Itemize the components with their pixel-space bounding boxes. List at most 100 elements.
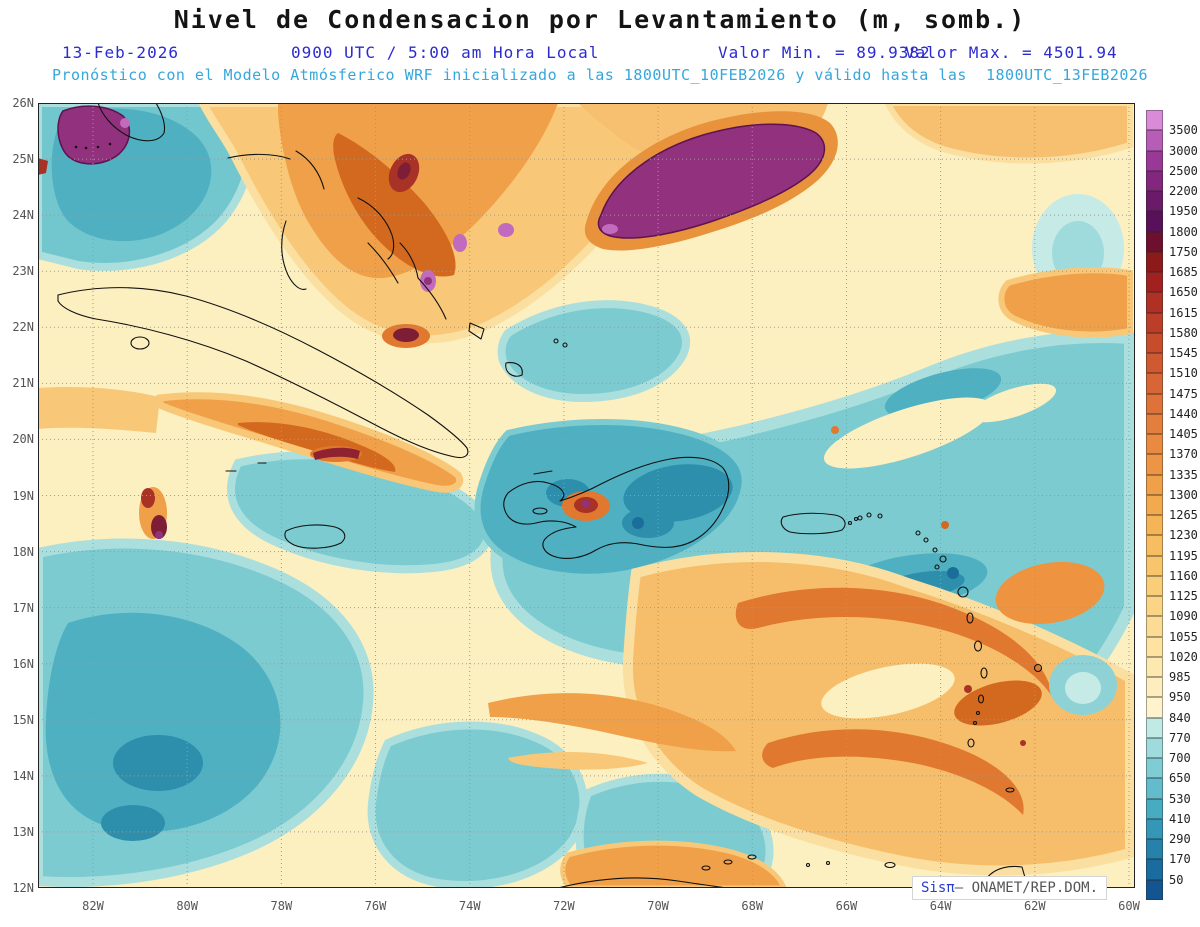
map-canvas [38,103,1135,888]
watermark-brand: Sisπ [921,880,955,896]
colorbar-cell [1146,737,1163,758]
lat-tick-label: 26N [12,96,34,110]
purple-max-regions [38,105,838,292]
colorbar-cell [1146,596,1163,617]
colorbar-tick-label: 1685 [1169,265,1198,280]
lat-tick-label: 22N [12,320,34,335]
lon-tick-label: 62W [1023,899,1046,913]
colorbar-tick-label: 1160 [1169,568,1198,583]
colorbar-tick-label: 1370 [1169,447,1198,462]
lat-tick-label: 24N [12,208,34,223]
colorbar-cell [1146,879,1163,900]
coast-puerto-rico [780,512,846,535]
colorbar-tick-label: 1510 [1169,366,1198,381]
lat-axis: 26N 25N 24N 23N 22N 21N 20N 19N 18N 17N 16N 15N 14N 1… [0,96,34,895]
coast-tortue [533,470,553,475]
lon-tick-label: 74W [458,899,481,913]
colorbar-cell [1146,515,1163,536]
coast-crooked [468,322,485,340]
coast-grenada [967,738,975,748]
colorbar-tick-label: 2500 [1169,163,1198,178]
watermark-text: – ONAMET/REP.DOM. [954,880,1099,896]
colorbar-tick-label: 50 [1169,872,1184,887]
colorbar-cell [1146,474,1163,495]
colorbar-tick-label: 840 [1169,710,1191,725]
lon-tick-label: 80W [176,899,199,913]
colorbar-tick-label: 1090 [1169,609,1198,624]
lat-tick-label: 21N [12,376,34,391]
colorbar-cell [1146,778,1163,799]
coast-dominica [966,612,974,624]
colorbar-tick-label: 770 [1169,730,1191,745]
lon-tick-label: 66W [835,899,858,913]
colorbar-cell [1146,312,1163,333]
value-max-label: Valor Max. = 4501.94 [905,43,1118,62]
colorbar-tick-label: 170 [1169,852,1191,867]
colorbar-cell [1146,717,1163,738]
lon-tick-label: 64W [929,899,952,913]
colorbar-cell [1146,251,1163,272]
lat-tick-label: 16N [12,656,34,671]
coast-isla-juventud [130,336,150,350]
lat-tick-label: 13N [12,824,34,839]
colorbar-tick-label: 985 [1169,670,1191,685]
coast-abaco [295,150,325,190]
coast-florida [97,103,166,142]
lat-tick-label: 18N [12,544,34,559]
colorbar-cell [1146,818,1163,839]
coast-inagua [505,362,523,377]
colorbar-tick-label: 950 [1169,690,1191,705]
lon-tick-label: 78W [270,899,293,913]
lon-tick-label: 82W [82,899,104,913]
colorbar-tick-label: 530 [1169,791,1191,806]
colorbar-cell [1146,211,1163,232]
header-info-line: 13-Feb-2026 0900 UTC / 5:00 am Hora Loca… [0,43,1200,63]
lat-tick-label: 23N [12,264,34,279]
colorbar-cell [1146,413,1163,434]
colorbar-tick-label: 1650 [1169,285,1198,300]
watermark: Sisπ – ONAMET/REP.DOM. [912,876,1108,900]
value-min-label: Valor Min. = 89.9382 [718,43,931,62]
coast-jamaica [284,524,346,549]
colorbar-cell [1146,494,1163,515]
colorbar-cell [1146,231,1163,252]
coast-venezuela [557,877,729,888]
coast-long-island [417,277,447,320]
colorbar-cell [1146,535,1163,556]
coast-eleuthera [357,197,395,260]
lon-tick-label: 70W [647,899,669,913]
colorbar-cell [1146,859,1163,880]
colorbar-cell [1146,272,1163,293]
coast-tobago [1005,787,1015,793]
colorbar-tick-label: 1265 [1169,508,1198,523]
colorbar-tick-label: 1020 [1169,649,1198,664]
colorbar-tick-label: 1800 [1169,224,1198,239]
colorbar-cell [1146,656,1163,677]
colorbar-tick-label: 1125 [1169,589,1198,604]
coast-exuma [367,242,399,284]
colorbar-cell [1146,130,1163,151]
contour-fill-layer [38,103,1135,888]
colorbar-cell [1146,191,1163,212]
colorbar-tick-label: 1440 [1169,406,1198,421]
colorbar-cell [1146,758,1163,779]
colorbar-tick-label: 1335 [1169,467,1198,482]
coast-st-vincent [977,694,985,704]
atlantic-max-region [597,123,826,239]
lon-tick-label: 72W [553,899,575,913]
coast-guadeloupe [957,586,969,598]
colorbar-tick-label: 1545 [1169,346,1198,361]
lat-tick-label: 20N [12,432,34,447]
colorbar-tick-label: 1195 [1169,548,1198,563]
colorbar-tick-label: 1475 [1169,386,1198,401]
coast-gonave [532,507,548,515]
colorbar-cell [1146,555,1163,576]
colorbar-cell [1146,636,1163,657]
colorbar-cell [1146,353,1163,374]
coastlines [57,103,1043,888]
lon-tick-label: 60W [1118,899,1140,913]
colorbar-cell [1146,616,1163,637]
coast-st-lucia [980,667,988,679]
colorbar-cell [1146,332,1163,353]
map-border [38,103,1135,888]
